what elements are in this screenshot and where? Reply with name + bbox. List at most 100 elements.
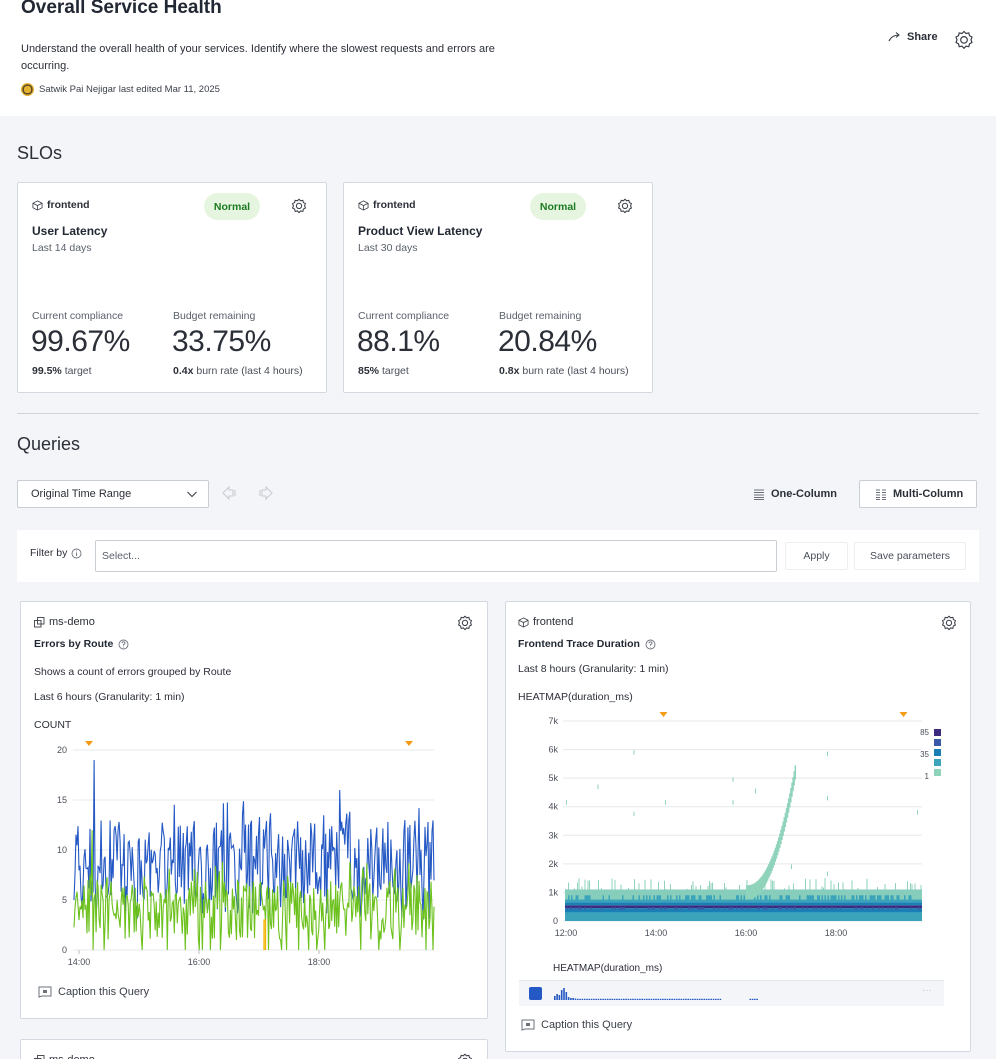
heatmap-cell <box>860 907 862 910</box>
slo-card[interactable]: frontend Normal User Latency Last 14 day… <box>17 182 327 393</box>
heatmap-cell <box>788 895 790 901</box>
histogram-bar <box>563 988 565 1000</box>
heatmap-cell <box>766 907 768 910</box>
time-range-select[interactable]: Original Time Range <box>17 480 209 508</box>
histogram-bar <box>595 998 597 1000</box>
trace-duration-heatmap[interactable]: 0 1k 2k 3k 4k 5k 6k 7k 12:00 14:00 16:00 18:00 85 35 1 <box>511 702 966 947</box>
next-range-icon[interactable] <box>257 486 273 500</box>
heatmap-cell <box>623 907 625 910</box>
heatmap-cell <box>736 895 738 901</box>
slo-settings-gear-icon[interactable] <box>617 198 633 214</box>
heatmap-cell <box>857 887 859 890</box>
settings-gear-icon[interactable] <box>954 30 974 50</box>
histogram-bar <box>583 998 586 1000</box>
slo-name[interactable]: User Latency <box>32 224 108 238</box>
errors-line-chart[interactable]: 0 5 10 15 20 14:00 16:00 18:00 <box>31 732 471 972</box>
heatmap-cell <box>658 895 660 901</box>
heatmap-cell <box>910 883 911 890</box>
query-title[interactable]: Errors by Route <box>34 638 129 650</box>
burn-rate-text: 0.8x burn rate (last 4 hours) <box>499 365 629 377</box>
help-icon[interactable] <box>645 639 656 650</box>
series-line-route-b <box>73 829 435 951</box>
heatmap-cell <box>688 895 690 901</box>
histogram-bar <box>687 998 689 1000</box>
query-title[interactable]: Frontend Trace Duration <box>518 638 656 650</box>
heatmap-cell <box>785 808 788 823</box>
help-icon[interactable] <box>118 639 129 650</box>
heatmap-cell <box>566 907 568 910</box>
histogram-bar <box>692 998 694 1000</box>
slo-name[interactable]: Product View Latency <box>358 224 483 238</box>
edited-by-text: Satwik Pai Nejigar last edited Mar 11, 2… <box>39 84 220 95</box>
histogram-bar <box>623 998 625 1000</box>
heatmap-outlier <box>755 788 756 794</box>
heatmap-cell <box>856 895 858 901</box>
budget-label: Budget remaining <box>499 310 582 322</box>
histogram-bar <box>694 998 696 1000</box>
heatmap-cell <box>830 880 832 890</box>
color-scale-swatch <box>934 749 941 756</box>
heatmap-cell <box>697 907 699 910</box>
query-settings-gear-icon[interactable] <box>457 615 473 631</box>
query-settings-gear-icon[interactable] <box>457 1053 473 1059</box>
heatmap-cell <box>707 895 709 901</box>
apply-button[interactable]: Apply <box>785 542 848 570</box>
heatmap-cell <box>895 907 897 910</box>
heatmap-cell <box>587 895 589 901</box>
caption-query-button[interactable]: Caption this Query <box>521 1019 632 1031</box>
heatmap-cell <box>649 895 651 901</box>
slo-card[interactable]: frontend Normal Product View Latency Las… <box>343 182 653 393</box>
histogram-bar <box>754 998 756 1000</box>
heatmap-cell <box>578 878 580 890</box>
heatmap-cell <box>647 907 649 910</box>
heatmap-cell <box>896 895 898 901</box>
query-settings-gear-icon[interactable] <box>941 615 957 631</box>
heatmap-cell <box>818 895 820 901</box>
heatmap-cell <box>706 895 708 901</box>
heatmap-cell <box>614 879 616 890</box>
heatmap-cell <box>577 907 579 910</box>
heatmap-cell <box>568 895 570 901</box>
annotation-marker <box>659 712 668 717</box>
color-scale-label: 1 <box>925 772 930 781</box>
filter-input[interactable]: Select... <box>95 540 777 572</box>
heatmap-cell <box>770 879 772 890</box>
more-options-icon[interactable]: ··· <box>922 985 932 996</box>
heatmap-cell <box>908 895 910 901</box>
heatmap-cell <box>805 878 806 890</box>
heatmap-cell <box>695 886 697 890</box>
filter-label: Filter by <box>30 547 82 559</box>
multi-column-button[interactable]: Multi-Column <box>859 480 978 508</box>
heatmap-cell <box>758 907 760 910</box>
histogram-bar <box>671 998 673 1000</box>
heatmap-outlier <box>827 795 828 801</box>
x-tick-label: 16:00 <box>188 957 211 967</box>
avatar <box>21 83 34 96</box>
histogram-bar <box>625 998 627 1000</box>
heatmap-cell <box>577 895 579 901</box>
histogram-bar <box>554 996 556 1000</box>
histogram-bar <box>650 998 653 1000</box>
one-column-button[interactable]: One-Column <box>754 480 837 508</box>
previous-range-icon[interactable] <box>222 486 238 500</box>
histogram-bar <box>567 997 570 1000</box>
slo-settings-gear-icon[interactable] <box>291 198 307 214</box>
save-parameters-button[interactable]: Save parameters <box>854 542 966 570</box>
cube-icon <box>32 199 43 211</box>
info-icon[interactable] <box>71 548 82 559</box>
heatmap-cell <box>769 895 771 901</box>
share-button[interactable]: Share <box>888 31 938 43</box>
heatmap-legend-row[interactable]: ··· <box>519 980 944 1006</box>
heatmap-cell <box>749 907 751 910</box>
heatmap-cell <box>746 879 748 890</box>
heatmap-band <box>565 889 922 900</box>
heatmap-cell <box>608 895 610 901</box>
caption-query-button[interactable]: Caption this Query <box>38 986 149 998</box>
y-tick-label: 5k <box>548 773 558 783</box>
heatmap-cell <box>781 825 783 841</box>
page-description: Understand the overall health of your se… <box>21 43 495 72</box>
heatmap-cell <box>724 883 725 890</box>
heatmap-cell <box>791 782 793 797</box>
heatmap-cell <box>664 880 665 890</box>
heatmap-cell <box>574 888 575 890</box>
